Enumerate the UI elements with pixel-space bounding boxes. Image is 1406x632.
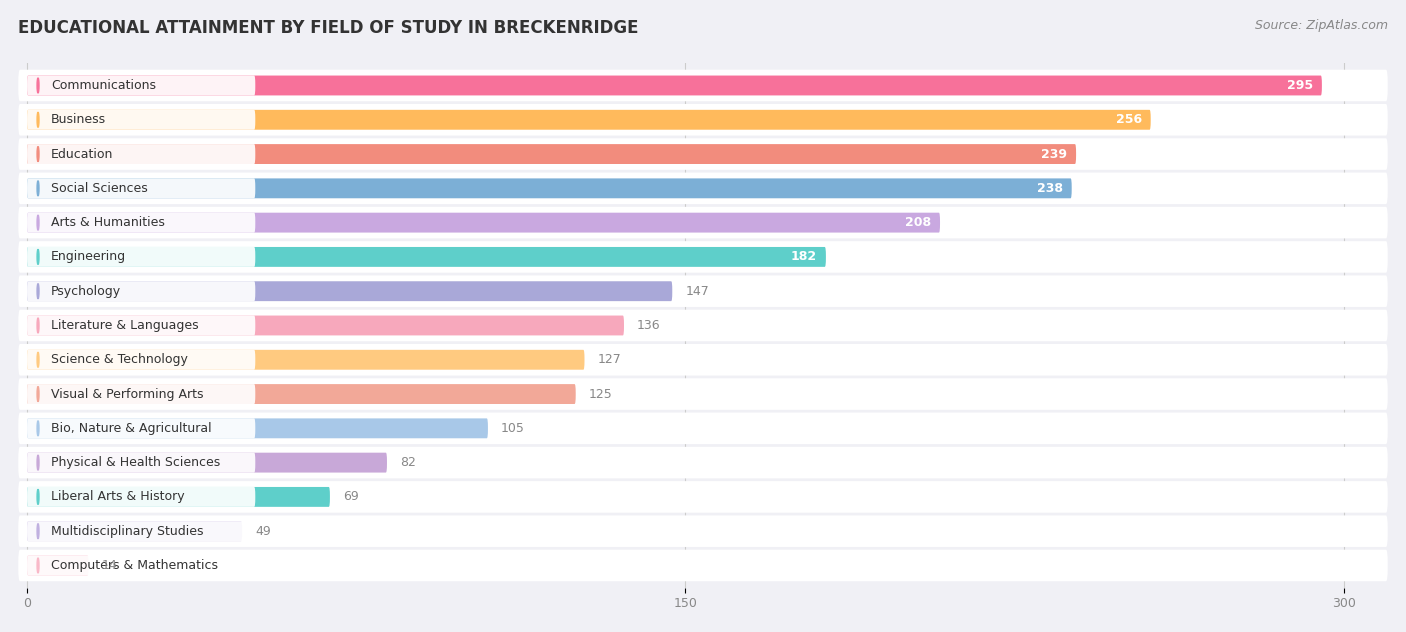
FancyBboxPatch shape [27, 521, 256, 541]
FancyBboxPatch shape [27, 110, 1150, 130]
Text: 182: 182 [792, 250, 817, 264]
FancyBboxPatch shape [18, 481, 1388, 513]
Text: Computers & Mathematics: Computers & Mathematics [51, 559, 218, 572]
Circle shape [37, 112, 39, 127]
FancyBboxPatch shape [27, 76, 1322, 95]
FancyBboxPatch shape [27, 144, 1076, 164]
Text: 238: 238 [1036, 182, 1063, 195]
FancyBboxPatch shape [27, 384, 256, 404]
FancyBboxPatch shape [27, 556, 89, 575]
FancyBboxPatch shape [27, 453, 387, 473]
FancyBboxPatch shape [27, 487, 330, 507]
FancyBboxPatch shape [18, 70, 1388, 101]
Circle shape [37, 147, 39, 162]
FancyBboxPatch shape [27, 384, 575, 404]
Text: 105: 105 [501, 422, 524, 435]
FancyBboxPatch shape [27, 247, 825, 267]
Text: 125: 125 [589, 387, 613, 401]
FancyBboxPatch shape [27, 453, 256, 473]
Text: Multidisciplinary Studies: Multidisciplinary Studies [51, 525, 204, 538]
FancyBboxPatch shape [18, 241, 1388, 272]
FancyBboxPatch shape [27, 144, 256, 164]
FancyBboxPatch shape [27, 521, 242, 541]
Circle shape [37, 352, 39, 367]
FancyBboxPatch shape [18, 104, 1388, 135]
FancyBboxPatch shape [18, 344, 1388, 375]
Circle shape [37, 78, 39, 93]
FancyBboxPatch shape [27, 315, 256, 336]
Circle shape [37, 489, 39, 504]
Text: Business: Business [51, 113, 107, 126]
Text: Bio, Nature & Agricultural: Bio, Nature & Agricultural [51, 422, 212, 435]
FancyBboxPatch shape [18, 447, 1388, 478]
Text: Engineering: Engineering [51, 250, 127, 264]
Text: 82: 82 [401, 456, 416, 469]
Text: 256: 256 [1116, 113, 1142, 126]
FancyBboxPatch shape [27, 213, 941, 233]
Circle shape [37, 387, 39, 401]
FancyBboxPatch shape [27, 76, 256, 95]
FancyBboxPatch shape [27, 281, 256, 301]
Text: 147: 147 [686, 284, 709, 298]
Text: Physical & Health Sciences: Physical & Health Sciences [51, 456, 221, 469]
FancyBboxPatch shape [27, 315, 624, 336]
FancyBboxPatch shape [27, 213, 256, 233]
FancyBboxPatch shape [18, 310, 1388, 341]
Circle shape [37, 455, 39, 470]
Circle shape [37, 215, 39, 230]
Text: Psychology: Psychology [51, 284, 121, 298]
FancyBboxPatch shape [27, 281, 672, 301]
Circle shape [37, 250, 39, 264]
FancyBboxPatch shape [27, 556, 256, 575]
FancyBboxPatch shape [27, 350, 256, 370]
FancyBboxPatch shape [27, 247, 256, 267]
Circle shape [37, 181, 39, 196]
Circle shape [37, 524, 39, 538]
Text: Liberal Arts & History: Liberal Arts & History [51, 490, 184, 504]
FancyBboxPatch shape [18, 550, 1388, 581]
Text: 69: 69 [343, 490, 359, 504]
FancyBboxPatch shape [18, 516, 1388, 547]
FancyBboxPatch shape [27, 178, 1071, 198]
Text: 127: 127 [598, 353, 621, 367]
Text: Visual & Performing Arts: Visual & Performing Arts [51, 387, 204, 401]
Text: 295: 295 [1286, 79, 1313, 92]
Text: EDUCATIONAL ATTAINMENT BY FIELD OF STUDY IN BRECKENRIDGE: EDUCATIONAL ATTAINMENT BY FIELD OF STUDY… [18, 19, 638, 37]
Text: Literature & Languages: Literature & Languages [51, 319, 198, 332]
Circle shape [37, 284, 39, 299]
FancyBboxPatch shape [18, 379, 1388, 410]
Text: 239: 239 [1042, 147, 1067, 161]
FancyBboxPatch shape [27, 418, 256, 438]
Text: 136: 136 [637, 319, 661, 332]
Circle shape [37, 421, 39, 436]
FancyBboxPatch shape [18, 413, 1388, 444]
Text: Social Sciences: Social Sciences [51, 182, 148, 195]
Text: Communications: Communications [51, 79, 156, 92]
FancyBboxPatch shape [18, 173, 1388, 204]
Text: 49: 49 [256, 525, 271, 538]
FancyBboxPatch shape [18, 207, 1388, 238]
Circle shape [37, 318, 39, 333]
FancyBboxPatch shape [27, 110, 256, 130]
FancyBboxPatch shape [27, 350, 585, 370]
Text: 14: 14 [101, 559, 118, 572]
FancyBboxPatch shape [27, 487, 256, 507]
Text: Education: Education [51, 147, 114, 161]
FancyBboxPatch shape [27, 418, 488, 438]
Text: 208: 208 [905, 216, 931, 229]
FancyBboxPatch shape [18, 138, 1388, 170]
FancyBboxPatch shape [18, 276, 1388, 307]
Circle shape [37, 558, 39, 573]
Text: Source: ZipAtlas.com: Source: ZipAtlas.com [1254, 19, 1388, 32]
FancyBboxPatch shape [27, 178, 256, 198]
Text: Science & Technology: Science & Technology [51, 353, 188, 367]
Text: Arts & Humanities: Arts & Humanities [51, 216, 165, 229]
